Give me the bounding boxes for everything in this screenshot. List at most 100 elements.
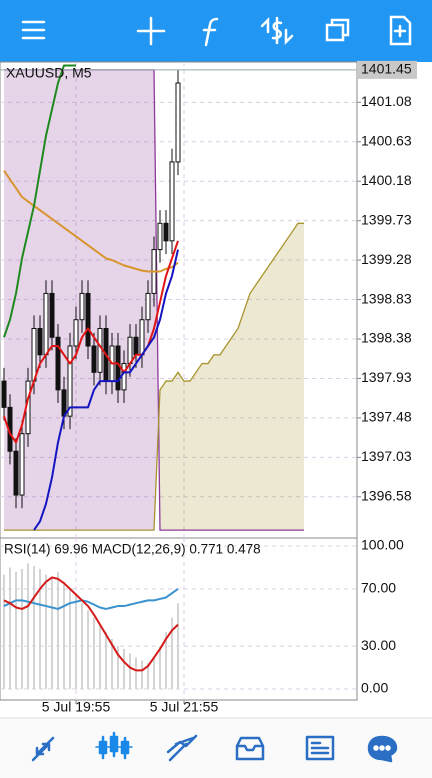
nav-news[interactable] — [305, 735, 335, 761]
y-tick-label: 70.00 — [361, 580, 396, 596]
cloud-segment — [136, 69, 142, 531]
histogram-bar — [27, 563, 29, 689]
cloud-segment — [172, 372, 178, 531]
histogram-bar — [171, 617, 173, 689]
y-tick-label: 1397.03 — [361, 448, 412, 464]
cloud-segment — [208, 354, 214, 531]
y-tick-label: 1399.73 — [361, 211, 412, 227]
cloud-segment — [58, 69, 64, 531]
cloud-segment — [118, 69, 124, 531]
cloud-segment — [4, 69, 10, 531]
current-price-box — [357, 60, 417, 79]
oscillator-line — [3, 576, 179, 672]
histogram-bar — [57, 571, 59, 689]
histogram-bar — [93, 617, 95, 689]
cloud-segment — [106, 69, 112, 531]
y-tick-label: 1400.63 — [361, 132, 412, 148]
current-price-label: 1401.45 — [361, 61, 412, 77]
candle-body — [85, 292, 91, 347]
cloud-segment — [268, 258, 274, 531]
candle-body — [49, 292, 55, 338]
nav-trade[interactable] — [166, 734, 198, 762]
y-tick-label: 100.00 — [361, 537, 404, 553]
nav-chart[interactable] — [95, 731, 133, 760]
histogram-bar — [87, 610, 89, 689]
cloud-segment — [184, 381, 190, 531]
x-tick-label: 5 Jul 21:55 — [150, 699, 219, 715]
cloud-segment — [112, 69, 118, 531]
cloud-segment — [64, 69, 70, 531]
candle-body — [55, 336, 61, 391]
y-tick-label: 1397.93 — [361, 369, 412, 385]
trade-button[interactable] — [260, 16, 294, 46]
histogram-bar — [9, 567, 11, 689]
candle-body — [1, 380, 7, 408]
candle-body — [67, 345, 73, 417]
histogram-bar — [15, 571, 17, 689]
cloud-segment — [256, 275, 262, 531]
bottom-nav — [0, 718, 432, 778]
y-tick-label: 30.00 — [361, 637, 396, 653]
indicator-label: RSI(14) 69.96 MACD(12,26,9) 0.771 0.478 — [4, 542, 261, 557]
candle-body — [139, 319, 145, 356]
cloud-segment — [100, 69, 106, 531]
cloud-segment — [220, 346, 226, 531]
candle-body — [175, 82, 181, 163]
candle-body — [37, 327, 43, 356]
y-tick-label: 1399.28 — [361, 251, 412, 267]
cloud-segment — [34, 69, 40, 531]
nav-quotes[interactable] — [31, 736, 55, 762]
candle-body — [97, 327, 103, 373]
indicator-line — [33, 249, 179, 531]
cloud-segment — [160, 381, 166, 531]
histogram-bar — [99, 624, 101, 689]
menu-button[interactable] — [21, 20, 46, 40]
cloud-segment — [286, 232, 292, 531]
y-tick-label: 1396.58 — [361, 488, 412, 504]
cloud-segment — [166, 381, 172, 531]
indicators-button[interactable] — [202, 17, 219, 47]
cloud-segment — [142, 69, 148, 531]
nav-chat[interactable] — [367, 735, 398, 763]
nav-history[interactable] — [235, 736, 265, 761]
cloud-segment — [262, 267, 268, 531]
candle-body — [31, 327, 37, 382]
cloud-segment — [202, 363, 208, 531]
cloud-segment — [76, 69, 82, 531]
cloud-segment — [130, 69, 136, 531]
histogram-bar — [81, 603, 83, 689]
cloud-segment — [46, 69, 52, 531]
histogram-bar — [45, 574, 47, 689]
cloud-segment — [226, 337, 232, 531]
cloud-segment — [196, 363, 202, 531]
cloud-segment — [70, 69, 76, 531]
histogram-bar — [39, 568, 41, 689]
histogram-bar — [153, 657, 155, 689]
candle-body — [133, 336, 139, 356]
cloud-segment — [298, 223, 304, 531]
histogram-bar — [165, 631, 167, 689]
histogram-bar — [177, 603, 179, 689]
cloud-segment — [40, 69, 46, 531]
y-tick-label: 0.00 — [361, 680, 388, 696]
new-order-button[interactable] — [389, 15, 412, 46]
indicator-line — [3, 170, 179, 273]
cloud-segment — [16, 69, 22, 531]
y-tick-label: 1400.18 — [361, 172, 412, 188]
histogram-bar — [51, 577, 53, 689]
histogram-bar — [33, 566, 35, 689]
histogram-bar — [105, 631, 107, 689]
cloud-segment — [124, 69, 130, 531]
candle-body — [115, 345, 121, 391]
candle-body — [127, 336, 133, 365]
histogram-bar — [141, 660, 143, 689]
cloud-segment — [148, 69, 154, 531]
candle-body — [157, 222, 163, 251]
cloud-segment — [190, 372, 196, 531]
windows-button[interactable] — [325, 18, 350, 42]
oscillator-line — [3, 588, 179, 610]
histogram-bar — [21, 568, 23, 689]
crosshair-button[interactable] — [136, 16, 166, 46]
